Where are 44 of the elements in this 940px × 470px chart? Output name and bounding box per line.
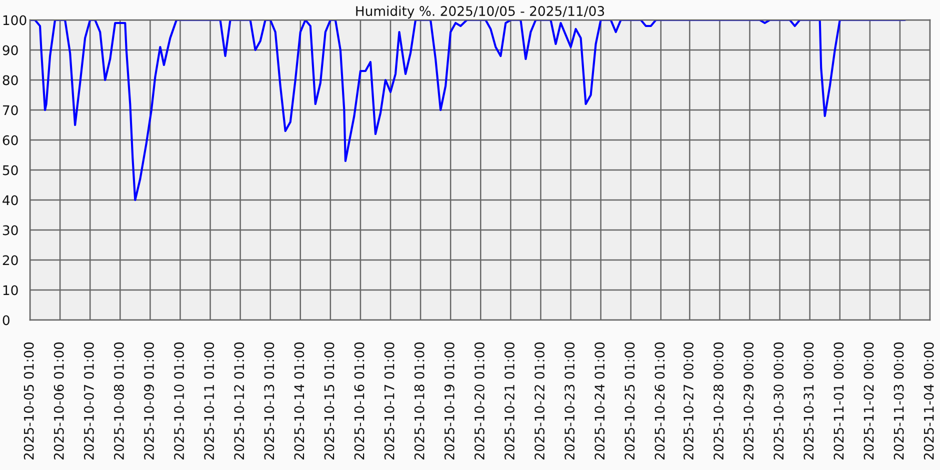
x-tick-label: 2025-10-17 01:00 <box>384 342 394 460</box>
x-tick-label: 2025-10-25 01:00 <box>624 342 635 460</box>
x-tick-label: 2025-10-05 01:00 <box>24 342 34 460</box>
x-tick-label: 2025-10-22 01:00 <box>534 342 545 460</box>
x-tick-label: 2025-10-16 01:00 <box>354 342 364 460</box>
x-tick-label: 2025-11-02 00:00 <box>864 342 874 460</box>
x-tick-label: 2025-10-31 00:00 <box>804 342 814 460</box>
y-tick-label: 60 <box>2 135 18 146</box>
x-tick-label: 2025-10-14 01:00 <box>294 342 304 460</box>
x-tick-label: 2025-11-04 00:00 <box>924 342 934 460</box>
x-tick-label: 2025-11-01 00:00 <box>834 342 844 460</box>
y-tick-label: 30 <box>2 225 18 236</box>
x-tick-label: 2025-10-21 01:00 <box>504 342 514 460</box>
chart-title: Humidity %. 2025/10/05 - 2025/11/03 <box>356 6 604 19</box>
x-tick-label: 2025-10-23 01:00 <box>564 342 575 460</box>
x-tick-label: 2025-10-18 01:00 <box>414 342 424 460</box>
x-tick-label: 2025-10-27 00:00 <box>684 342 694 460</box>
x-tick-label: 2025-10-13 01:00 <box>264 342 274 460</box>
x-tick-label: 2025-10-19 01:00 <box>444 342 454 460</box>
x-tick-label: 2025-10-06 01:00 <box>54 342 64 460</box>
x-tick-label: 2025-10-24 01:00 <box>594 342 605 460</box>
y-tick-label: 10 <box>3 285 18 296</box>
y-tick-label: 100 <box>3 15 26 26</box>
x-tick-label: 2025-10-10 01:00 <box>174 342 184 460</box>
x-tick-label: 2025-11-03 00:00 <box>894 342 904 460</box>
y-tick-label: 80 <box>2 75 18 86</box>
y-tick-label: 50 <box>2 165 18 176</box>
y-tick-label: 20 <box>2 255 18 266</box>
y-tick-label: 40 <box>2 195 18 206</box>
x-tick-label: 2025-10-12 01:00 <box>234 342 244 460</box>
x-tick-label: 2025-10-20 01:00 <box>474 342 484 460</box>
x-tick-label: 2025-10-30 00:00 <box>774 342 784 460</box>
x-tick-label: 2025-10-26 01:00 <box>654 342 665 460</box>
line-series <box>30 20 906 202</box>
y-tick-label: 0 <box>2 315 10 326</box>
y-tick-label: 70 <box>3 105 18 116</box>
x-tick-label: 2025-10-28 00:00 <box>714 342 724 460</box>
x-tick-label: 2025-10-07 01:00 <box>84 342 94 460</box>
x-tick-label: 2025-10-08 01:00 <box>114 342 124 460</box>
x-tick-label: 2025-10-15 01:00 <box>324 342 334 460</box>
x-tick-label: 2025-10-29 00:00 <box>744 342 754 460</box>
y-tick-label: 90 <box>2 45 18 56</box>
x-tick-label: 2025-10-11 01:00 <box>204 342 214 460</box>
x-tick-label: 2025-10-09 01:00 <box>144 342 154 460</box>
